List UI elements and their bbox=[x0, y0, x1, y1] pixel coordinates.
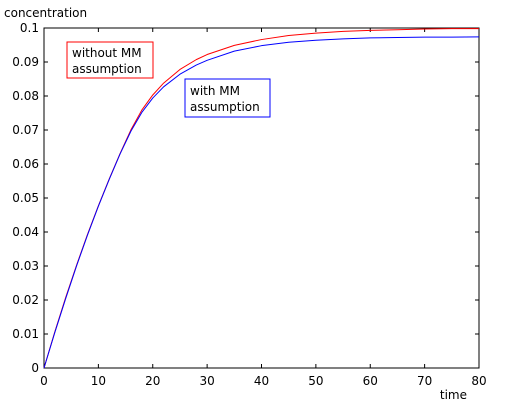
y-tick-label: 0.08 bbox=[12, 89, 39, 103]
annotation-with-mm-line-1: with MM bbox=[190, 84, 240, 98]
y-tick-label: 0.04 bbox=[12, 225, 39, 239]
y-tick-label: 0.06 bbox=[12, 157, 39, 171]
y-tick-label: 0.05 bbox=[12, 191, 39, 205]
y-axis-label: concentration bbox=[4, 6, 87, 20]
x-tick-label: 10 bbox=[91, 374, 106, 388]
annotation-without-mm-box bbox=[66, 41, 154, 79]
series-line-blue bbox=[43, 36, 480, 369]
x-tick-label: 80 bbox=[471, 374, 486, 388]
x-axis-ticks: 0 10 20 30 40 50 60 70 80 bbox=[40, 28, 487, 388]
y-tick-label: 0.1 bbox=[20, 21, 39, 35]
y-tick-label: 0.01 bbox=[12, 327, 39, 341]
series-layer bbox=[43, 28, 480, 369]
annotation-without-mm-line-1: without MM bbox=[72, 46, 142, 60]
annotation-with-mm: with MM assumption bbox=[184, 78, 271, 118]
x-tick-label: 70 bbox=[417, 374, 432, 388]
x-tick-label: 0 bbox=[40, 374, 48, 388]
x-tick-label: 20 bbox=[145, 374, 160, 388]
y-tick-label: 0.07 bbox=[12, 123, 39, 137]
x-tick-label: 30 bbox=[199, 374, 214, 388]
annotation-without-mm: without MM assumption bbox=[66, 41, 154, 79]
annotation-without-mm-line-2: assumption bbox=[72, 62, 142, 76]
x-tick-label: 60 bbox=[363, 374, 378, 388]
x-tick-label: 40 bbox=[254, 374, 269, 388]
annotation-with-mm-box bbox=[184, 78, 271, 118]
y-tick-label: 0.02 bbox=[12, 293, 39, 307]
x-tick-label: 50 bbox=[308, 374, 323, 388]
y-axis-ticks: 0 0.01 0.02 0.03 0.04 0.05 0.06 0.07 0.08 0.09 0.1 bbox=[12, 21, 479, 375]
x-axis-label: time bbox=[440, 388, 467, 402]
annotation-with-mm-line-2: assumption bbox=[190, 100, 260, 114]
y-tick-label: 0 bbox=[31, 361, 39, 375]
y-tick-label: 0.03 bbox=[12, 259, 39, 273]
y-tick-label: 0.09 bbox=[12, 55, 39, 69]
